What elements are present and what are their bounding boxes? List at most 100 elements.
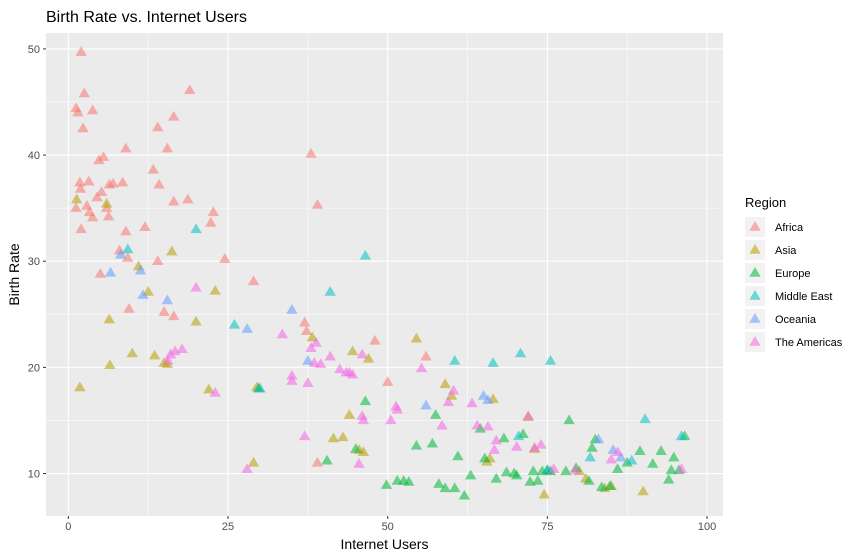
point-the-americas: [522, 410, 534, 420]
y-tick-label: 10: [28, 469, 40, 481]
point-europe: [439, 482, 451, 493]
point-the-americas: [535, 438, 547, 449]
x-axis: 0 25 50 75 100: [65, 516, 716, 533]
point-africa: [219, 253, 231, 263]
point-europe: [604, 480, 616, 490]
point-asia: [209, 284, 221, 295]
major-gridlines: [46, 33, 723, 516]
legend-symbol-europe: [749, 267, 761, 277]
point-europe: [433, 478, 445, 488]
point-europe: [458, 489, 471, 500]
point-africa: [83, 175, 95, 186]
point-europe: [611, 463, 624, 474]
point-europe: [583, 474, 595, 485]
point-the-americas: [305, 342, 317, 352]
legend-label-europe: Europe: [775, 268, 810, 280]
point-the-americas: [488, 444, 501, 454]
point-asia: [362, 352, 375, 363]
point-the-americas: [302, 377, 314, 388]
x-tick-label: 75: [541, 521, 553, 533]
point-middle-east: [675, 430, 688, 441]
point-the-americas: [391, 403, 403, 414]
point-europe: [634, 445, 646, 455]
point-asia: [357, 446, 370, 457]
point-africa: [103, 178, 115, 189]
point-africa: [182, 193, 194, 204]
point-africa: [120, 225, 132, 236]
point-africa: [369, 334, 381, 345]
point-oceania: [420, 399, 432, 410]
point-oceania: [115, 248, 127, 259]
point-middle-east: [487, 357, 499, 367]
point-oceania: [137, 289, 149, 299]
point-the-americas: [528, 442, 541, 452]
point-africa: [75, 223, 87, 234]
point-the-americas: [385, 414, 397, 425]
point-africa: [420, 350, 432, 361]
legend-symbol-oceania: [749, 313, 761, 323]
point-europe: [426, 437, 439, 448]
point-the-americas: [298, 430, 311, 441]
point-middle-east: [190, 223, 202, 234]
point-middle-east: [449, 355, 461, 365]
point-africa: [153, 178, 165, 189]
point-the-americas: [548, 463, 560, 474]
point-europe: [663, 473, 675, 484]
point-the-americas: [286, 375, 298, 385]
point-africa: [75, 46, 87, 56]
legend-label-the-americas: The Americas: [775, 337, 843, 349]
legend-symbol-the-americas: [749, 336, 761, 346]
y-tick-label: 20: [28, 362, 40, 374]
point-the-americas: [176, 343, 188, 354]
point-asia: [410, 332, 423, 343]
point-the-americas: [442, 396, 455, 407]
point-the-americas: [286, 369, 298, 380]
point-africa: [247, 275, 260, 286]
point-the-americas: [356, 348, 368, 359]
x-tick-label: 50: [382, 521, 394, 533]
legend: Region Africa Asia Europe Middle East Oceani…: [745, 195, 843, 352]
point-asia: [637, 485, 649, 496]
point-middle-east: [228, 318, 241, 329]
point-africa: [300, 325, 313, 336]
point-asia: [104, 359, 116, 369]
point-middle-east: [639, 413, 651, 424]
point-africa: [205, 217, 217, 227]
point-the-americas: [436, 419, 448, 430]
point-europe: [595, 481, 608, 492]
point-europe: [665, 464, 677, 475]
legend-label-middle-east: Middle East: [775, 291, 832, 303]
legend-label-oceania: Oceania: [775, 314, 817, 326]
point-europe: [403, 476, 415, 486]
point-the-americas: [415, 362, 428, 373]
point-oceania: [286, 304, 298, 314]
point-the-americas: [611, 446, 624, 457]
x-axis-title: Internet Users: [341, 536, 429, 552]
point-africa: [152, 121, 164, 132]
point-asia: [103, 313, 115, 324]
point-europe: [479, 452, 491, 463]
point-middle-east: [514, 347, 527, 358]
point-the-americas: [482, 420, 494, 431]
point-the-americas: [209, 386, 221, 397]
y-axis: 10 20 30 40 50: [28, 44, 46, 481]
point-europe: [359, 395, 372, 406]
point-africa: [298, 316, 311, 327]
point-the-americas: [471, 419, 483, 430]
point-europe: [380, 479, 393, 489]
point-asia: [247, 456, 260, 467]
point-europe: [452, 450, 464, 461]
point-africa: [168, 310, 180, 321]
point-the-americas: [241, 463, 253, 474]
point-europe: [410, 439, 423, 450]
point-africa: [120, 142, 132, 153]
point-asia: [343, 409, 356, 419]
point-the-americas: [314, 358, 327, 368]
point-middle-east: [625, 454, 638, 465]
point-europe: [490, 472, 502, 483]
legend-symbol-middle-east: [749, 290, 761, 300]
legend-symbol-africa: [749, 221, 761, 231]
plot-panel: [46, 33, 723, 516]
point-africa: [311, 456, 324, 467]
